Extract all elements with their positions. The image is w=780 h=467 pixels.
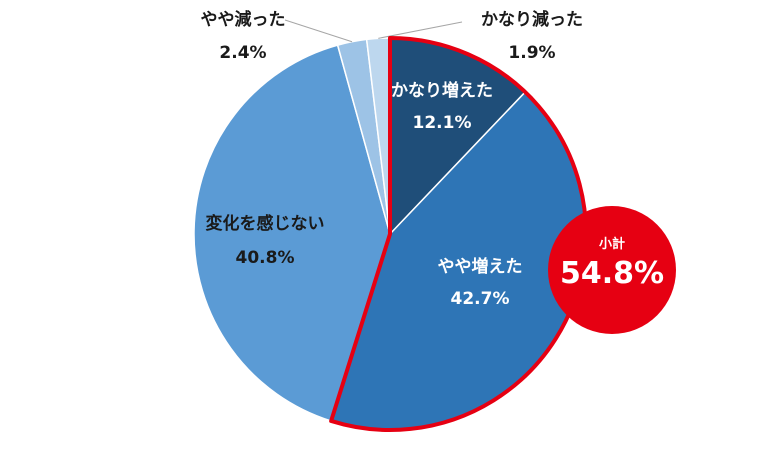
slice-value-yaya-hetta: 2.4% <box>219 43 266 63</box>
pie-slices <box>193 37 587 431</box>
leader-lines <box>284 19 463 43</box>
slice-label-kanari-hetta: かなり減った <box>481 9 583 30</box>
leader-line-kanari-hetta <box>378 21 463 39</box>
slice-henka-nashi <box>193 44 391 422</box>
slice-value-yaya-fueta: 42.7% <box>451 289 510 309</box>
slice-value-kanari-hetta: 1.9% <box>508 43 555 63</box>
slice-label-yaya-hetta: やや減った <box>201 9 286 30</box>
leader-line-yaya-hetta <box>284 19 353 43</box>
slice-label-yaya-fueta: やや増えた <box>438 256 523 277</box>
slice-label-henka-nashi: 変化を感じない <box>206 213 325 234</box>
subtotal-label: 小計 <box>599 236 625 252</box>
subtotal-value: 54.8% <box>560 256 664 291</box>
slice-value-kanari-fueta: 12.1% <box>413 113 472 133</box>
slice-label-kanari-fueta: かなり増えた <box>391 80 493 101</box>
slice-value-henka-nashi: 40.8% <box>236 248 295 268</box>
subtotal-badge <box>548 206 676 334</box>
